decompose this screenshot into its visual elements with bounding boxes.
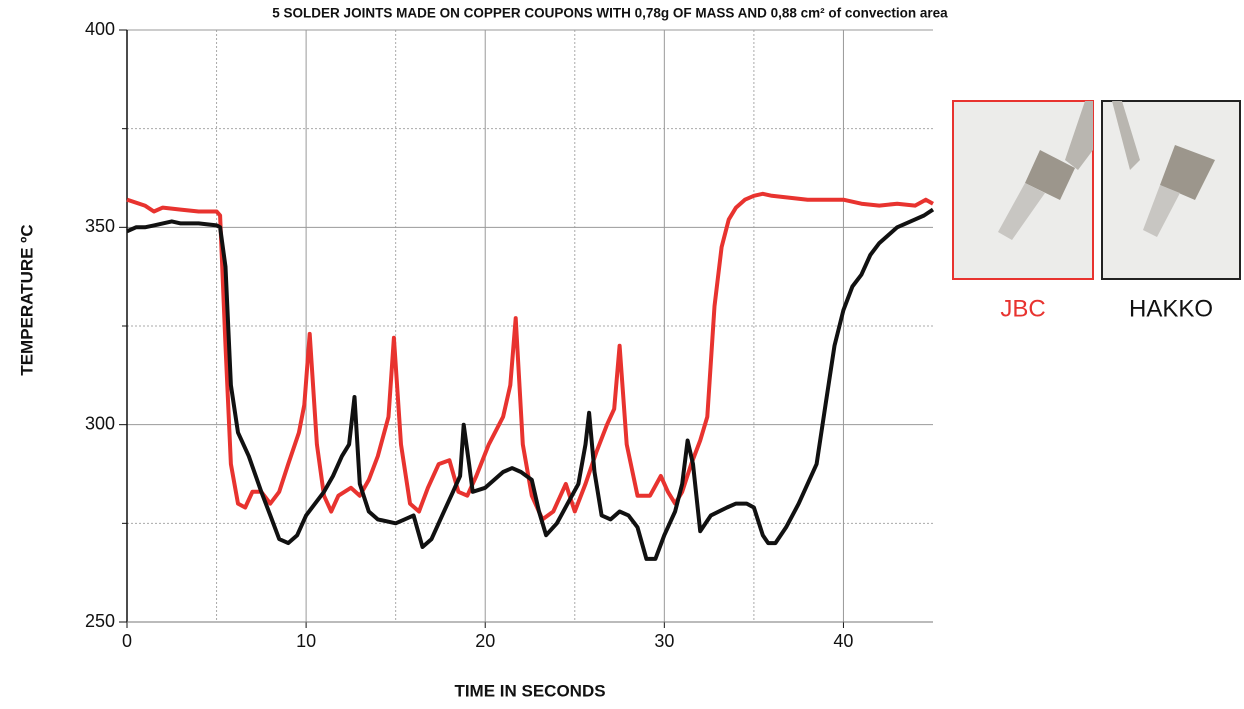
y-tick-label: 300 [85, 413, 115, 433]
y-axis-title: TEMPERATURE ºC [17, 224, 36, 375]
y-tick-label: 250 [85, 611, 115, 631]
series-line [126, 207, 935, 561]
legend-label: JBC [1000, 295, 1045, 322]
series-line [126, 191, 934, 522]
legend-images [952, 100, 1241, 280]
legend-label: HAKKO [1129, 295, 1213, 322]
y-tick-label: 400 [85, 19, 115, 39]
hakko-tip [1143, 185, 1180, 237]
x-axis-title: TIME IN SECONDS [454, 681, 605, 700]
hakko-shaft [1112, 101, 1140, 170]
hakko-sleeve [1160, 145, 1215, 200]
jbc-sleeve [1025, 150, 1075, 200]
y-tick-label: 350 [85, 216, 115, 236]
jbc-tip [998, 183, 1045, 240]
x-tick-label: 20 [475, 631, 495, 651]
x-tick-label: 10 [296, 631, 316, 651]
jbc-shaft [1065, 101, 1093, 170]
chart-title: 5 SOLDER JOINTS MADE ON COPPER COUPONS W… [272, 6, 948, 21]
x-tick-label: 30 [654, 631, 674, 651]
x-tick-label: 0 [122, 631, 132, 651]
x-tick-label: 40 [833, 631, 853, 651]
